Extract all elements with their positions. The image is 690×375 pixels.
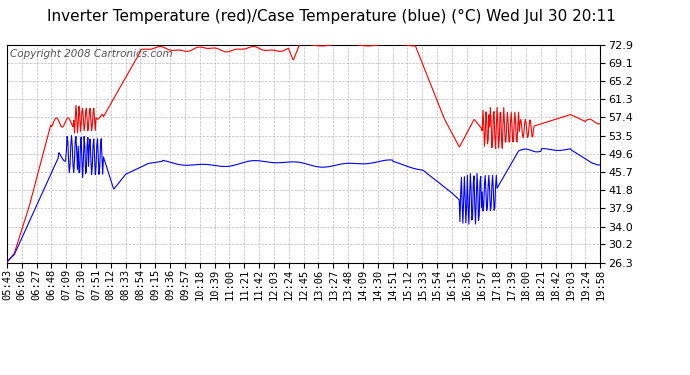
Text: Copyright 2008 Cartronics.com: Copyright 2008 Cartronics.com — [10, 50, 172, 59]
Text: Inverter Temperature (red)/Case Temperature (blue) (°C) Wed Jul 30 20:11: Inverter Temperature (red)/Case Temperat… — [47, 9, 615, 24]
